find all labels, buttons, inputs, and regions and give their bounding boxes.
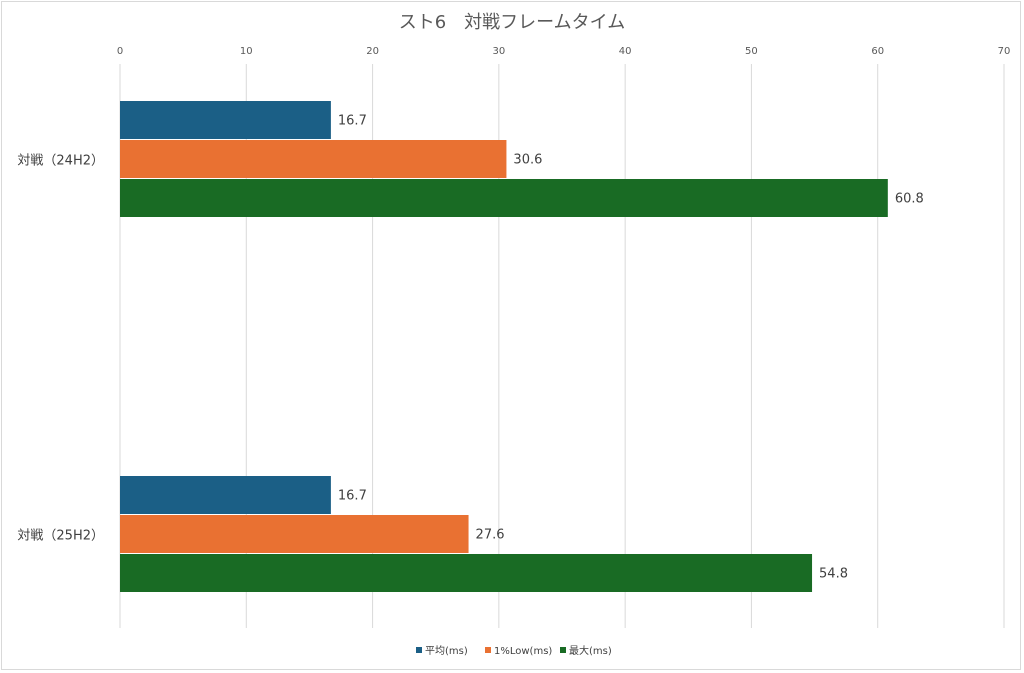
bars — [120, 101, 888, 592]
x-tick-label: 10 — [240, 46, 253, 57]
category-label: 対戦（24H2） — [17, 154, 104, 169]
legend: 平均(ms) 1%Low(ms) 最大(ms) — [416, 644, 612, 657]
bar — [120, 140, 507, 178]
category-axis: 対戦（24H2） 対戦（25H2） — [17, 154, 104, 544]
bar — [120, 554, 813, 592]
data-label: 16.7 — [338, 114, 367, 129]
data-label: 16.7 — [338, 489, 367, 504]
legend-label: 最大(ms) — [569, 644, 612, 657]
legend-label: 平均(ms) — [425, 645, 468, 657]
data-label: 54.8 — [819, 567, 848, 582]
x-axis-ticks: 0 10 20 30 40 50 60 70 — [117, 46, 1011, 57]
x-tick-label: 40 — [619, 46, 632, 57]
bar — [120, 476, 331, 514]
legend-swatch — [416, 647, 422, 653]
x-tick-label: 70 — [998, 46, 1011, 57]
data-labels: 16.7 30.6 60.8 16.7 27.6 54.8 — [338, 114, 924, 582]
legend-swatch — [485, 647, 491, 653]
chart-title: スト6 対戦フレームタイム — [399, 12, 626, 33]
bar — [120, 515, 469, 553]
data-label: 27.6 — [476, 528, 505, 543]
data-label: 30.6 — [513, 153, 542, 168]
legend-label: 1%Low(ms) — [494, 646, 552, 657]
bar — [120, 101, 331, 139]
data-label: 60.8 — [895, 192, 924, 207]
category-label: 対戦（25H2） — [17, 529, 104, 544]
bar — [120, 179, 888, 217]
x-tick-label: 30 — [492, 46, 505, 57]
x-tick-label: 60 — [871, 46, 884, 57]
x-tick-label: 20 — [366, 46, 379, 57]
legend-swatch — [560, 647, 566, 653]
x-tick-label: 0 — [117, 46, 123, 57]
x-tick-label: 50 — [745, 46, 758, 57]
